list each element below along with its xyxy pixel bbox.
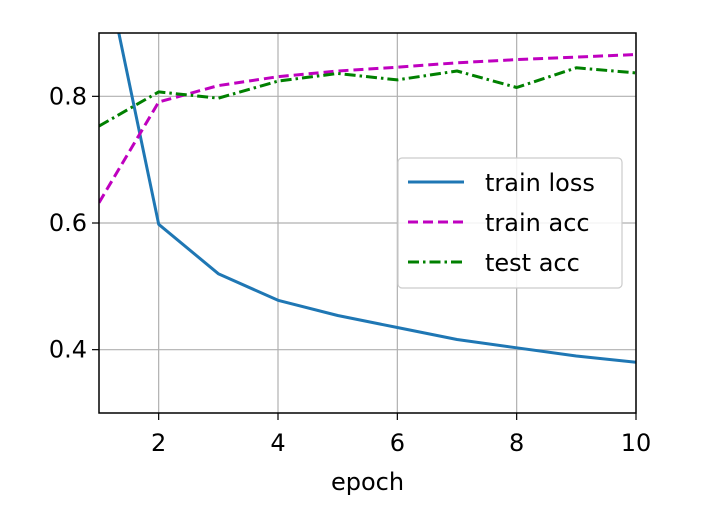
x-tick-label: 2 bbox=[151, 429, 166, 457]
axis-ticks: 2 4 6 8 10 0.4 0.6 0.8 bbox=[49, 82, 651, 457]
legend-label: test acc bbox=[485, 249, 580, 277]
x-tick-label: 6 bbox=[390, 429, 405, 457]
x-axis-label: epoch bbox=[331, 468, 404, 496]
series-line-train-loss bbox=[117, 33, 636, 364]
y-tick-label: 0.6 bbox=[49, 209, 87, 237]
series-layer bbox=[99, 33, 636, 364]
legend: train loss train acc test acc bbox=[397, 157, 623, 289]
y-tick-label: 0.4 bbox=[49, 336, 87, 364]
x-tick-label: 8 bbox=[509, 429, 524, 457]
series-line-test-acc bbox=[99, 66, 636, 128]
x-tick-label: 4 bbox=[270, 429, 285, 457]
y-tick-label: 0.8 bbox=[49, 82, 87, 110]
legend-label: train loss bbox=[485, 169, 595, 197]
legend-label: train acc bbox=[485, 209, 590, 237]
x-tick-label: 10 bbox=[621, 429, 652, 457]
legend-box bbox=[397, 157, 623, 289]
